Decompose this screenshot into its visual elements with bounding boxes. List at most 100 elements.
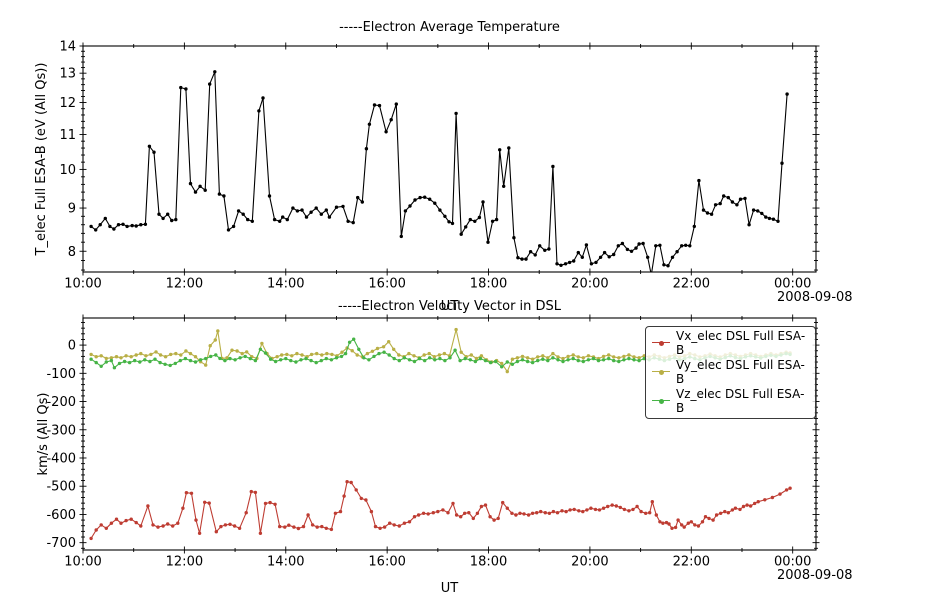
data-point: [413, 198, 417, 202]
data-point: [494, 217, 499, 222]
data-point: [747, 223, 751, 227]
series-vx_elec-dsl-full-esa-b: [89, 480, 792, 541]
data-point: [767, 216, 772, 221]
data-point: [675, 250, 679, 254]
data-point: [686, 521, 690, 525]
data-point: [641, 241, 645, 246]
data-point: [139, 351, 143, 356]
data-point: [788, 486, 792, 490]
data-point: [658, 520, 662, 524]
data-point: [697, 178, 701, 183]
data-point: [319, 358, 323, 363]
data-point: [89, 224, 93, 229]
data-point: [389, 118, 393, 122]
data-point: [539, 509, 543, 514]
data-point: [278, 524, 282, 529]
data-point: [392, 356, 396, 361]
data-point: [576, 250, 580, 255]
data-point: [134, 224, 138, 228]
data-point: [204, 356, 208, 361]
data-point: [233, 358, 237, 362]
data-point: [291, 206, 295, 210]
data-point: [536, 358, 540, 363]
data-point: [184, 349, 188, 353]
data-point: [373, 524, 378, 529]
data-point: [771, 217, 776, 221]
data-point: [541, 357, 545, 361]
data-point: [612, 355, 616, 359]
y-tick-label: 0: [68, 339, 76, 354]
data-point: [650, 500, 654, 504]
data-point: [324, 356, 328, 361]
x-tick-label: 12:00: [166, 277, 203, 292]
data-point: [241, 212, 245, 216]
data-point: [530, 511, 535, 515]
data-point: [778, 492, 782, 496]
data-point: [281, 215, 285, 219]
data-point: [763, 498, 767, 502]
data-point: [143, 222, 148, 226]
data-point: [134, 520, 138, 525]
data-point: [518, 511, 522, 515]
data-point: [372, 354, 376, 359]
data-point: [601, 354, 606, 359]
data-point: [760, 211, 764, 216]
data-point: [617, 359, 621, 364]
data-point: [402, 521, 407, 525]
data-point: [319, 212, 323, 216]
data-point: [622, 354, 626, 359]
data-point: [459, 350, 463, 354]
data-point: [279, 358, 283, 362]
data-point: [591, 356, 596, 361]
data-point: [341, 204, 345, 209]
data-point: [235, 349, 239, 353]
data-point: [349, 480, 353, 485]
data-point: [555, 262, 559, 266]
data-point: [551, 164, 555, 169]
x-tick-label: 16:00: [368, 555, 405, 570]
data-point: [501, 500, 505, 505]
data-point: [635, 504, 639, 509]
data-point: [250, 219, 254, 223]
data-point: [607, 353, 611, 357]
data-point: [543, 248, 547, 252]
data-point: [351, 220, 355, 225]
data-point: [468, 217, 472, 222]
series-line: [90, 481, 791, 539]
data-point: [283, 525, 287, 529]
data-point: [231, 224, 236, 229]
data-point: [173, 361, 177, 366]
data-point: [551, 509, 556, 514]
data-point: [129, 355, 133, 359]
data-point: [538, 244, 542, 248]
data-point: [436, 509, 440, 514]
data-point: [333, 511, 338, 515]
data-point: [139, 223, 143, 227]
data-point: [741, 504, 746, 509]
data-point: [442, 351, 447, 356]
data-point: [483, 358, 488, 363]
data-point: [776, 219, 780, 223]
data-point: [703, 515, 708, 519]
data-point: [226, 228, 231, 232]
data-point: [170, 218, 174, 223]
data-point: [246, 217, 250, 222]
data-point: [629, 249, 634, 253]
data-point: [104, 360, 109, 364]
data-point: [601, 506, 606, 510]
data-point: [438, 208, 442, 212]
data-point: [104, 356, 109, 361]
data-point: [261, 96, 265, 100]
data-point: [112, 366, 117, 370]
data-point: [520, 354, 525, 359]
data-point: [207, 501, 211, 505]
data-point: [463, 511, 467, 515]
data-point: [498, 148, 502, 152]
data-point: [253, 358, 258, 363]
data-point: [139, 524, 143, 528]
data-point: [490, 219, 495, 223]
data-point: [432, 355, 436, 359]
data-point: [362, 356, 366, 360]
data-point: [309, 210, 313, 214]
data-point: [342, 494, 346, 498]
